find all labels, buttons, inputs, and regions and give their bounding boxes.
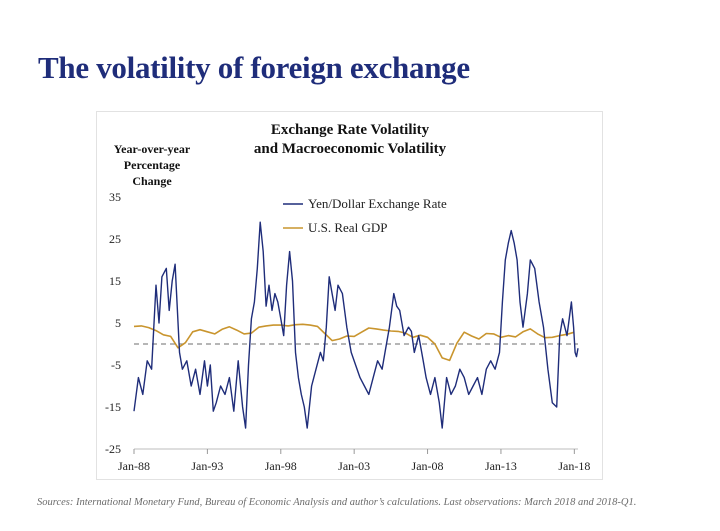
y-axis-label-line-2: Percentage (124, 158, 181, 172)
x-tick-label: Jan-98 (265, 459, 297, 473)
x-tick-label: Jan-93 (191, 459, 223, 473)
y-tick-label: -5 (111, 358, 121, 372)
chart-plot-area (133, 221, 579, 429)
exchange-rate-volatility-chart: Exchange Rate Volatility and Macroeconom… (105, 122, 590, 473)
y-axis-label-line-1: Year-over-year (114, 142, 191, 156)
y-tick-label: 5 (115, 316, 121, 330)
y-axis-label-line-3: Change (132, 174, 172, 188)
x-tick-label: Jan-08 (412, 459, 444, 473)
gdp-series-line (133, 323, 575, 362)
chart-title-line-2: and Macroeconomic Volatility (254, 141, 447, 157)
y-tick-label: -25 (105, 442, 121, 456)
x-tick-label: Jan-13 (485, 459, 517, 473)
x-tick-label: Jan-88 (118, 459, 150, 473)
chart-panel: Exchange Rate Volatility and Macroeconom… (96, 111, 603, 480)
chart-axes: 35 25 15 5 -5 -15 -25 Jan-88 Jan-93 Jan-98 Jan-03 J… (105, 190, 590, 473)
sources-note: Sources: International Monetary Fund, Bu… (37, 497, 637, 508)
exchange-rate-series-line (133, 221, 579, 429)
y-tick-label: 35 (109, 190, 121, 204)
x-tick-label: Jan-03 (338, 459, 370, 473)
legend-label-gdp: U.S. Real GDP (308, 220, 387, 235)
y-tick-label: 25 (109, 232, 121, 246)
chart-legend: Yen/Dollar Exchange Rate U.S. Real GDP (283, 196, 447, 235)
legend-label-exchange-rate: Yen/Dollar Exchange Rate (308, 196, 447, 211)
y-tick-label: -15 (105, 400, 121, 414)
y-tick-label: 15 (109, 274, 121, 288)
slide-title: The volatility of foreign exchange (38, 50, 470, 85)
chart-title-line-1: Exchange Rate Volatility (271, 122, 430, 138)
x-tick-label: Jan-18 (558, 459, 590, 473)
